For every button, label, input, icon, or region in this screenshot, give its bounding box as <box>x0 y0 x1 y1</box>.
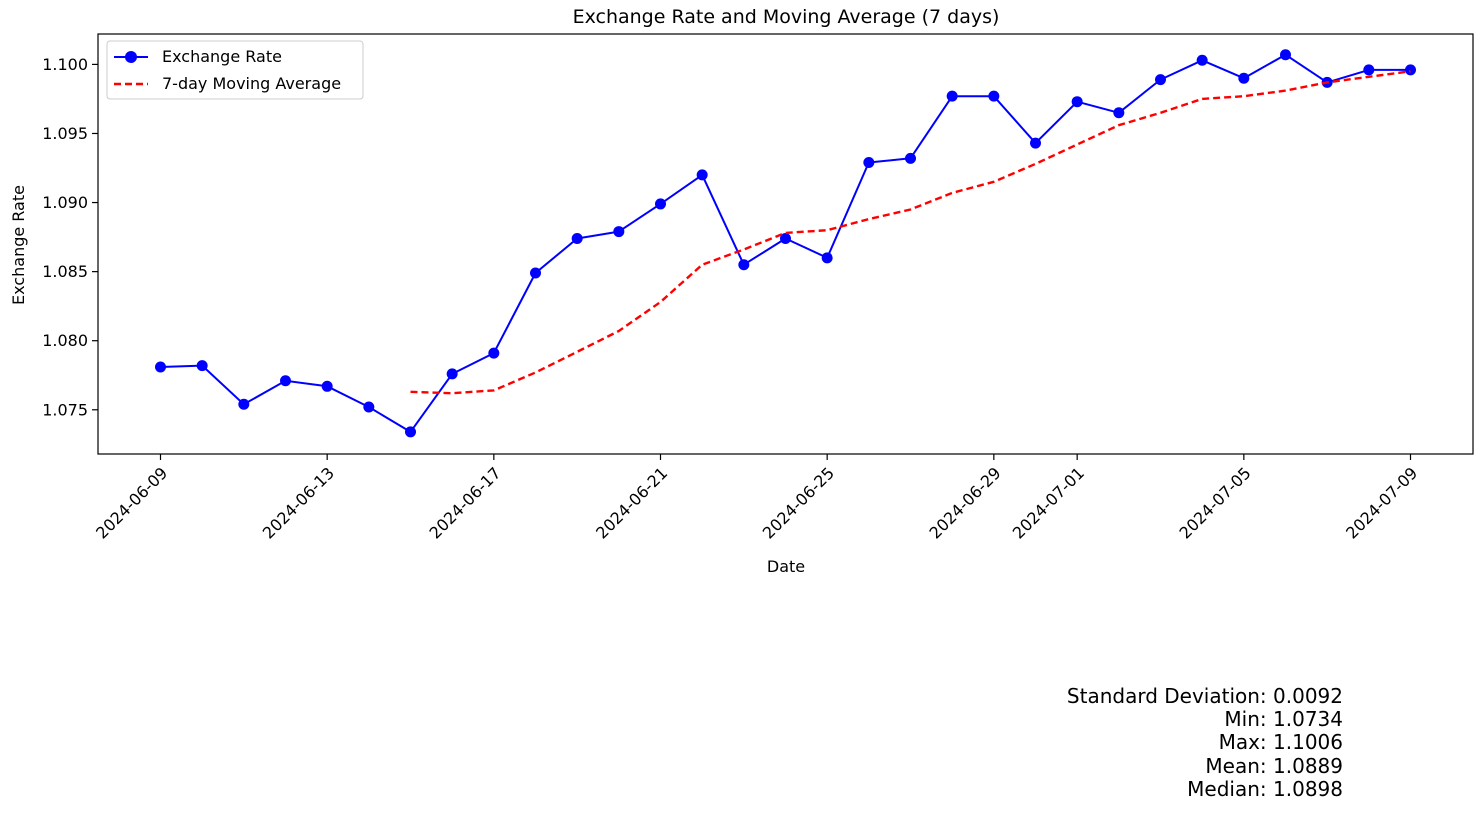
x-tick-label: 2024-06-09 <box>92 463 171 542</box>
y-tick-label: 1.100 <box>42 55 88 74</box>
x-axis-label: Date <box>767 557 805 576</box>
stat-median: Median: 1.0898 <box>1187 776 1343 801</box>
x-tick-label: 2024-06-21 <box>592 463 671 542</box>
data-point-exchange-rate <box>946 90 958 102</box>
data-point-exchange-rate <box>1405 64 1416 76</box>
data-point-exchange-rate <box>155 361 166 373</box>
legend-box <box>106 40 364 100</box>
y-axis-label: Exchange Rate <box>9 185 28 305</box>
series-group <box>155 49 1416 438</box>
x-tick-label: 2024-06-13 <box>259 463 338 542</box>
legend: Exchange Rate 7-day Moving Average <box>106 40 364 100</box>
data-point-exchange-rate <box>405 426 416 438</box>
data-point-exchange-rate <box>1071 96 1083 108</box>
y-axis: 1.075 1.080 1.085 1.090 1.095 1.100 <box>42 55 98 419</box>
plot-area-frame <box>97 33 1474 455</box>
x-tick-label: 2024-06-29 <box>925 463 1004 542</box>
x-tick-label: 2024-06-25 <box>759 463 838 542</box>
data-point-exchange-rate <box>738 259 750 271</box>
data-point-exchange-rate <box>905 152 916 164</box>
data-point-exchange-rate <box>655 198 666 210</box>
x-tick-label: 2024-07-09 <box>1342 463 1421 542</box>
x-tick-label: 2024-07-05 <box>1175 463 1254 542</box>
y-tick-label: 1.095 <box>42 124 88 143</box>
stat-std: Standard Deviation: 0.0092 <box>1066 684 1343 708</box>
legend-label-exchange-rate: Exchange Rate <box>162 47 282 66</box>
chart-title: Exchange Rate and Moving Average (7 days… <box>573 6 1000 28</box>
stat-min: Min: 1.0734 <box>1224 707 1343 732</box>
data-point-exchange-rate <box>280 375 291 387</box>
series-line-moving-average <box>410 70 1411 395</box>
y-tick-label: 1.075 <box>42 400 88 419</box>
data-point-exchange-rate <box>1196 54 1208 66</box>
data-point-exchange-rate <box>821 252 833 264</box>
x-axis: 2024-06-09 2024-06-13 2024-06-17 2024-06-21… <box>92 454 1421 543</box>
data-point-exchange-rate <box>196 360 208 372</box>
legend-label-moving-average: 7-day Moving Average <box>162 74 341 93</box>
data-point-exchange-rate <box>780 232 791 244</box>
data-point-exchange-rate <box>863 156 875 168</box>
data-point-exchange-rate <box>530 267 541 279</box>
stat-max: Max: 1.1006 <box>1218 730 1343 755</box>
data-point-exchange-rate <box>1113 107 1125 119</box>
data-point-exchange-rate <box>488 347 500 359</box>
data-point-exchange-rate <box>363 401 375 413</box>
y-tick-label: 1.080 <box>42 331 88 350</box>
data-point-exchange-rate <box>1280 49 1291 61</box>
data-point-exchange-rate <box>238 398 250 410</box>
legend-marker-exchange-rate <box>125 51 137 63</box>
data-point-exchange-rate <box>321 380 333 392</box>
data-point-exchange-rate <box>1030 137 1041 149</box>
data-point-exchange-rate <box>571 232 583 244</box>
y-tick-label: 1.085 <box>42 262 88 281</box>
data-point-exchange-rate <box>1363 64 1375 76</box>
stat-mean: Mean: 1.0889 <box>1205 753 1343 778</box>
data-point-exchange-rate <box>446 368 458 380</box>
data-point-exchange-rate <box>613 226 625 238</box>
y-tick-label: 1.090 <box>42 193 88 212</box>
data-point-exchange-rate <box>988 90 1000 102</box>
data-point-exchange-rate <box>696 169 708 181</box>
x-tick-label: 2024-07-01 <box>1009 463 1088 542</box>
x-tick-label: 2024-06-17 <box>425 463 504 542</box>
data-point-exchange-rate <box>1155 74 1166 86</box>
exchange-rate-chart: Exchange Rate and Moving Average (7 days… <box>9 6 1474 576</box>
statistics-panel: Standard Deviation: 0.0092 Min: 1.0734 M… <box>1066 684 1343 801</box>
data-point-exchange-rate <box>1238 72 1250 84</box>
